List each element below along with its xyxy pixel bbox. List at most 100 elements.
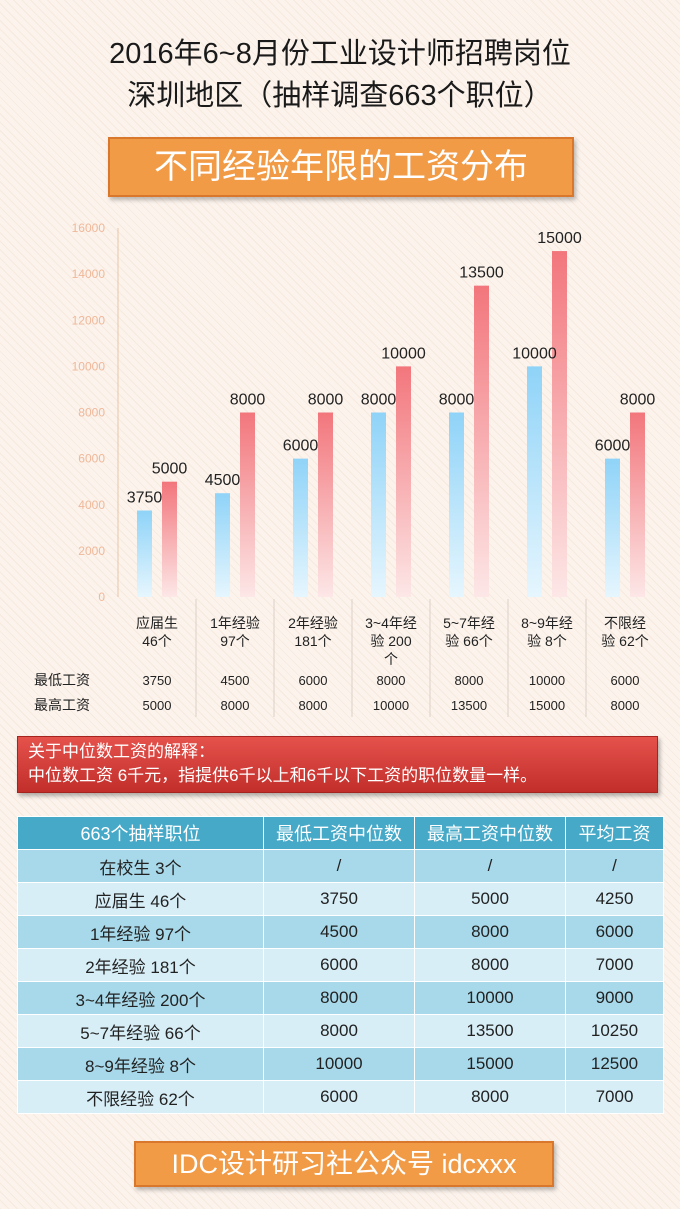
table-cell: 应届生 46个 xyxy=(17,882,264,916)
table-header-cell: 最高工资中位数 xyxy=(414,816,566,850)
data-label-min: 10000 xyxy=(512,345,557,362)
bar-max-salary xyxy=(396,366,411,597)
table-cell: 15000 xyxy=(414,1047,566,1081)
bar-max-salary xyxy=(630,412,645,597)
data-label-min: 6000 xyxy=(595,438,631,455)
data-label-min: 8000 xyxy=(361,392,397,409)
y-tick-label: 10000 xyxy=(72,359,106,373)
category-label-line: 2年经验 xyxy=(288,615,338,631)
category-label: 5~7年经验 66个 xyxy=(443,615,495,649)
table-header-cell: 663个抽样职位 xyxy=(17,816,264,850)
category-labels: 应届生 46个 1年经验 97个 2年经验 181个 3~4年经验 200 个 5~7年经验 6… xyxy=(136,599,649,717)
table-value-max: 13500 xyxy=(451,698,487,713)
category-label-line: 5~7年经 xyxy=(443,615,495,631)
data-label-max: 5000 xyxy=(152,461,188,478)
table-value-max: 10000 xyxy=(373,698,409,713)
salary-summary-table: 663个抽样职位 最低工资中位数 最高工资中位数 平均工资 在校生 3个 / / / 应… xyxy=(17,816,664,1114)
bar-min-salary xyxy=(371,412,386,597)
y-axis: 0 2000 4000 6000 8000 10000 12000 14000 16000 xyxy=(72,221,119,604)
bar-max-salary xyxy=(552,251,567,597)
table-cell: / xyxy=(565,849,664,883)
table-header-cell: 平均工资 xyxy=(565,816,664,850)
table-row: 5~7年经验 66个 8000 13500 10250 xyxy=(17,1014,664,1048)
table-cell: 6000 xyxy=(263,1080,415,1114)
bar-min-salary xyxy=(449,412,464,597)
table-cell: / xyxy=(414,849,566,883)
category-label-line: 8~9年经 xyxy=(521,615,573,631)
category-label-line: 3~4年经 xyxy=(365,615,417,631)
table-cell: 9000 xyxy=(565,981,664,1015)
table-cell: 4250 xyxy=(565,882,664,916)
table-cell: 在校生 3个 xyxy=(17,849,264,883)
table-cell: 4500 xyxy=(263,915,415,949)
table-cell: 5~7年经验 66个 xyxy=(17,1014,264,1048)
category-label-line: 验 66个 xyxy=(445,633,492,649)
table-cell: 3750 xyxy=(263,882,415,916)
data-label-max: 15000 xyxy=(537,230,582,247)
data-label-min: 6000 xyxy=(283,438,319,455)
category-label-line: 验 200 xyxy=(370,633,411,649)
data-label-min: 8000 xyxy=(439,392,475,409)
bar-max-salary xyxy=(318,412,333,597)
table-value-min: 4500 xyxy=(221,673,250,688)
data-label-min: 3750 xyxy=(127,490,163,507)
category-label: 8~9年经验 8个 xyxy=(521,615,573,649)
bar-min-salary xyxy=(215,493,230,597)
table-row: 3~4年经验 200个 8000 10000 9000 xyxy=(17,981,664,1015)
table-cell: 1年经验 97个 xyxy=(17,915,264,949)
category-label-line: 1年经验 xyxy=(210,615,260,631)
table-cell: 8~9年经验 8个 xyxy=(17,1047,264,1081)
table-row: 不限经验 62个 6000 8000 7000 xyxy=(17,1080,664,1114)
table-cell: 6000 xyxy=(565,915,664,949)
table-value-max: 8000 xyxy=(221,698,250,713)
row-label-max: 最高工资 xyxy=(34,697,90,713)
table-cell: 不限经验 62个 xyxy=(17,1080,264,1114)
bar-min-salary xyxy=(293,458,308,597)
category-label: 3~4年经验 200 个 xyxy=(365,615,417,667)
note-text: 中位数工资 6千元，指提供6千以上和6千以下工资的职位数量一样。 xyxy=(28,766,538,785)
data-label-max: 8000 xyxy=(230,392,266,409)
bar-max-salary xyxy=(474,285,489,597)
table-cell: 8000 xyxy=(414,1080,566,1114)
table-value-min: 3750 xyxy=(143,673,172,688)
table-cell: 10000 xyxy=(263,1047,415,1081)
category-label-line: 验 8个 xyxy=(527,633,567,649)
table-value-min: 8000 xyxy=(377,673,406,688)
table-header-cell: 最低工资中位数 xyxy=(263,816,415,850)
table-cell: 8000 xyxy=(263,1014,415,1048)
y-tick-label: 16000 xyxy=(72,221,106,235)
table-value-min: 10000 xyxy=(529,673,565,688)
table-cell: 8000 xyxy=(263,981,415,1015)
footer-banner: IDC设计研习社公众号 idcxxx xyxy=(134,1141,554,1187)
data-label-max: 13500 xyxy=(459,265,504,282)
chart-title-banner: 不同经验年限的工资分布 xyxy=(108,137,574,197)
note-title: 关于中位数工资的解释： xyxy=(28,742,215,761)
page-title: 2016年6~8月份工业设计师招聘岗位 xyxy=(109,38,571,70)
table-cell: 7000 xyxy=(565,1080,664,1114)
table-cell: 10250 xyxy=(565,1014,664,1048)
category-label-line: 不限经 xyxy=(604,615,646,631)
table-value-max: 8000 xyxy=(299,698,328,713)
table-cell: 6000 xyxy=(263,948,415,982)
y-tick-label: 8000 xyxy=(78,406,105,420)
data-label-max: 10000 xyxy=(381,345,426,362)
row-label-min: 最低工资 xyxy=(34,672,90,688)
table-cell: 13500 xyxy=(414,1014,566,1048)
y-tick-label: 6000 xyxy=(78,452,105,466)
table-row: 应届生 46个 3750 5000 4250 xyxy=(17,882,664,916)
data-label-max: 8000 xyxy=(620,392,656,409)
median-explanation-note: 关于中位数工资的解释： 中位数工资 6千元，指提供6千以上和6千以下工资的职位数… xyxy=(17,736,658,793)
data-label-min: 4500 xyxy=(205,472,241,489)
bar-min-salary xyxy=(605,458,620,597)
table-cell: 8000 xyxy=(414,948,566,982)
category-label-line: 46个 xyxy=(142,633,172,649)
table-cell: 10000 xyxy=(414,981,566,1015)
salary-bar-chart: 0 2000 4000 6000 8000 10000 12000 14000 16000 37… xyxy=(34,221,656,717)
table-cell: 8000 xyxy=(414,915,566,949)
table-row: 1年经验 97个 4500 8000 6000 xyxy=(17,915,664,949)
y-tick-label: 4000 xyxy=(78,498,105,512)
category-label-line: 97个 xyxy=(220,633,250,649)
table-row: 8~9年经验 8个 10000 15000 12500 xyxy=(17,1047,664,1081)
table-value-min: 6000 xyxy=(611,673,640,688)
